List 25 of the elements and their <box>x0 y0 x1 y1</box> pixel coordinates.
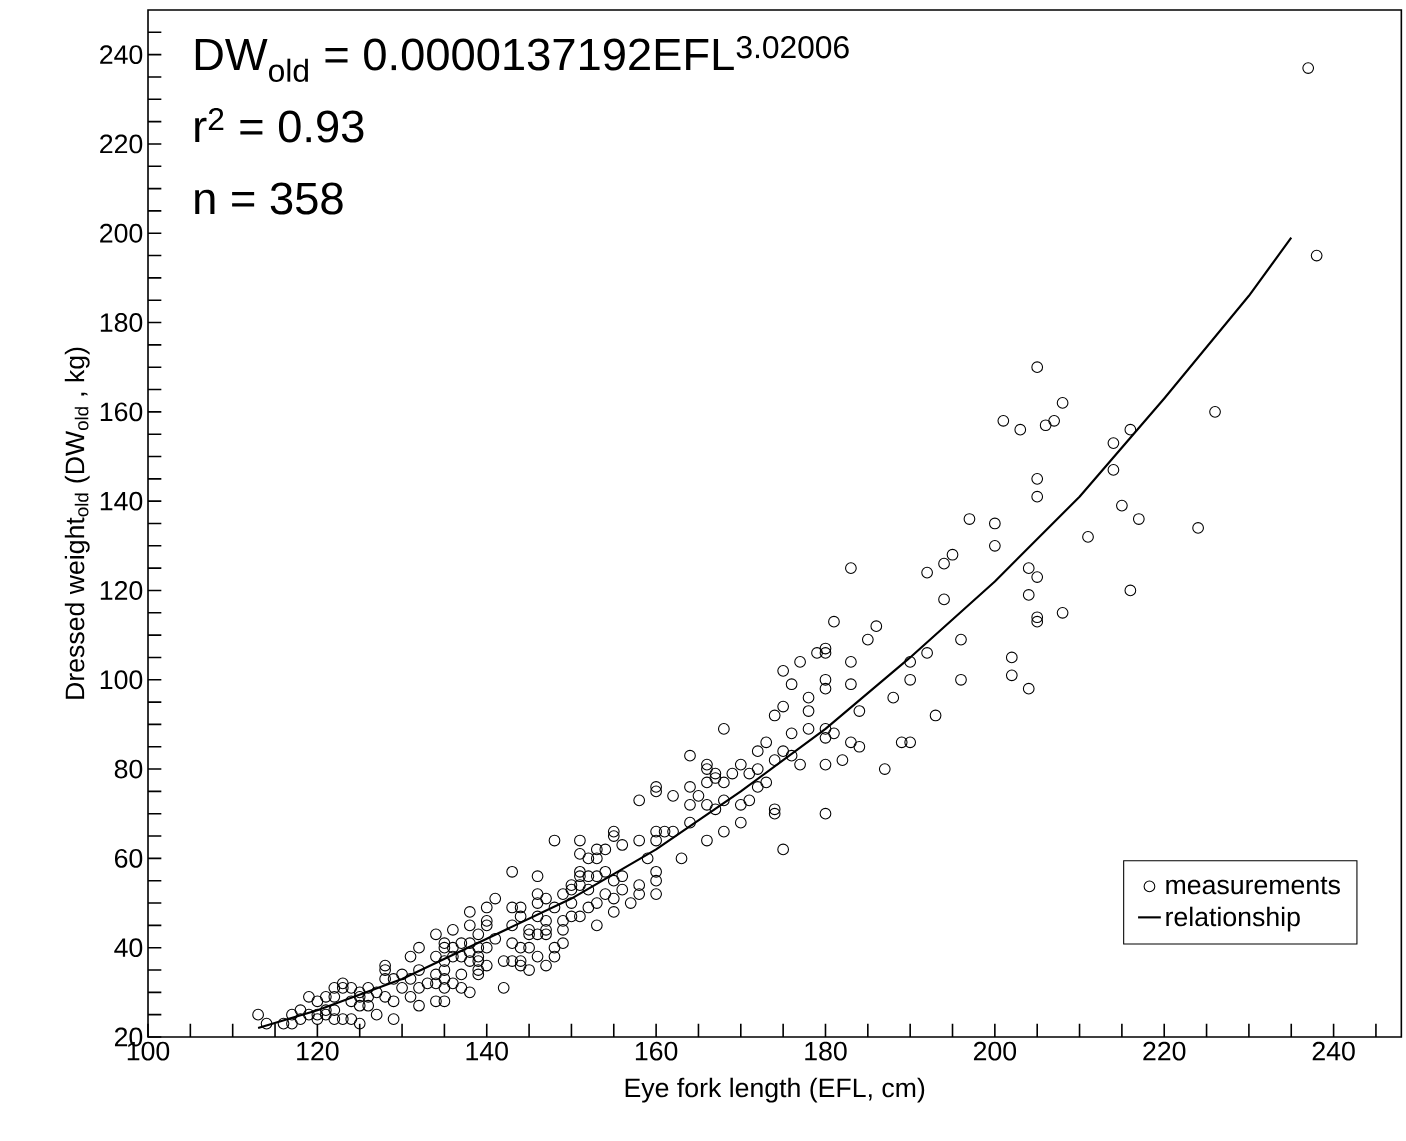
y-tick-label: 200 <box>100 223 143 243</box>
legend-label: relationship <box>1166 906 1300 932</box>
annotation: n = 358 <box>195 182 343 215</box>
x-tick-label: 120 <box>297 1041 339 1061</box>
x-tick-label: 180 <box>805 1041 847 1061</box>
annotation: DW$_{old}$ = 0.0000137192EFL$^{3.02006}$ <box>195 35 849 82</box>
y-tick-label: 220 <box>100 134 143 154</box>
y-tick-label: 40 <box>114 938 143 958</box>
x-tick-label: 200 <box>973 1041 1017 1061</box>
x-tick-label: 240 <box>1312 1041 1355 1061</box>
y-tick-label: 100 <box>100 670 143 690</box>
y-tick-label: 240 <box>100 45 143 65</box>
legend-label: measurements <box>1166 876 1340 895</box>
x-tick-label: 220 <box>1143 1041 1186 1061</box>
y-axis-title: Dressed weight$_{old}$ (DW$_{old}$ , kg) <box>64 347 90 699</box>
x-axis-title: Eye fork length (EFL, cm) <box>625 1077 925 1103</box>
y-tick-label: 60 <box>114 848 143 868</box>
x-tick-label: 140 <box>466 1041 508 1061</box>
y-tick-label: 120 <box>100 581 143 600</box>
y-tick-label: 180 <box>100 313 143 332</box>
annotation: r$^{2}$ = 0.93 <box>195 107 364 143</box>
y-tick-label: 160 <box>100 402 143 422</box>
y-tick-label: 140 <box>100 491 143 511</box>
x-tick-label: 160 <box>635 1041 678 1061</box>
y-tick-label: 80 <box>114 759 143 779</box>
